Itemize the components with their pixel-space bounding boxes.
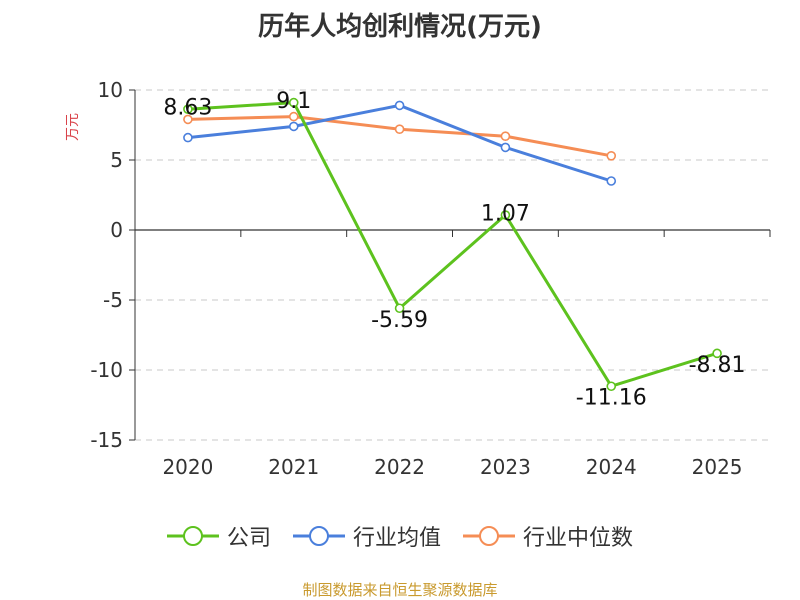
legend-label: 行业中位数 [523,526,634,551]
data-labels: 8.63 9.1 -5.59 1.07 -11.16 -8.81 [163,89,745,411]
data-point [500,131,511,141]
chart-title: 历年人均创利情况(万元) [258,12,542,42]
y-tick-label: 5 [110,148,123,172]
data-label: 9.1 [276,89,311,114]
source-note: 制图数据来自恒生聚源数据库 [302,581,498,599]
y-tick-label: 10 [98,78,123,102]
legend-label: 行业均值 [352,526,441,551]
data-point [394,303,405,314]
data-point [288,97,299,108]
data-point [606,176,617,186]
legend-item[interactable]: 公司 [166,520,271,552]
legend-swatch-marker [479,526,499,546]
x-tick-label: 2020 [162,455,213,479]
data-label: 8.63 [163,96,212,121]
legend-item[interactable]: 行业均值 [292,520,441,552]
legend-label: 公司 [226,526,271,551]
data-point [606,151,617,161]
legend-swatch [292,526,345,546]
y-tick-label: -15 [90,428,123,452]
data-label: 1.07 [481,202,530,227]
data-point [712,348,722,359]
x-tick-label: 2023 [480,455,531,479]
data-point [288,121,299,132]
y-tick-label: 0 [110,218,123,242]
x-tick-label: 2021 [268,455,319,479]
data-point [183,104,193,114]
legend: 公司 行业均值 行业中位数 [0,520,800,552]
data-point [183,114,193,125]
data-point [500,210,511,220]
data-point [183,132,193,143]
axes: 10 5 0 -5 -10 -15 2020 2021 2022 2023 2024 2025 [90,78,771,479]
data-point [394,124,405,134]
series-line-0 [187,101,718,388]
data-label: -11.16 [576,386,647,411]
series-lines [183,97,722,392]
x-tick-label: 2024 [586,455,637,479]
y-tick-label: -5 [103,288,123,312]
y-tick-label: -10 [90,358,123,382]
x-tick-label: 2022 [374,455,425,479]
data-point [394,100,405,111]
data-label: -5.59 [371,308,428,333]
grid-lines [135,89,770,441]
series-line-2 [187,115,612,158]
legend-swatch-marker [182,526,203,546]
legend-swatch [166,526,219,546]
line-chart: 10 5 0 -5 -10 -15 2020 2021 2022 2023 2024 2025 8.6… [90,78,771,479]
data-point [288,111,299,122]
legend-item[interactable]: 行业中位数 [463,520,633,552]
data-point [606,381,617,392]
legend-swatch [463,526,515,546]
x-tick-label: 2025 [692,455,743,479]
data-label: -8.81 [689,353,746,378]
legend-swatch-marker [308,526,329,546]
data-point [500,142,511,153]
